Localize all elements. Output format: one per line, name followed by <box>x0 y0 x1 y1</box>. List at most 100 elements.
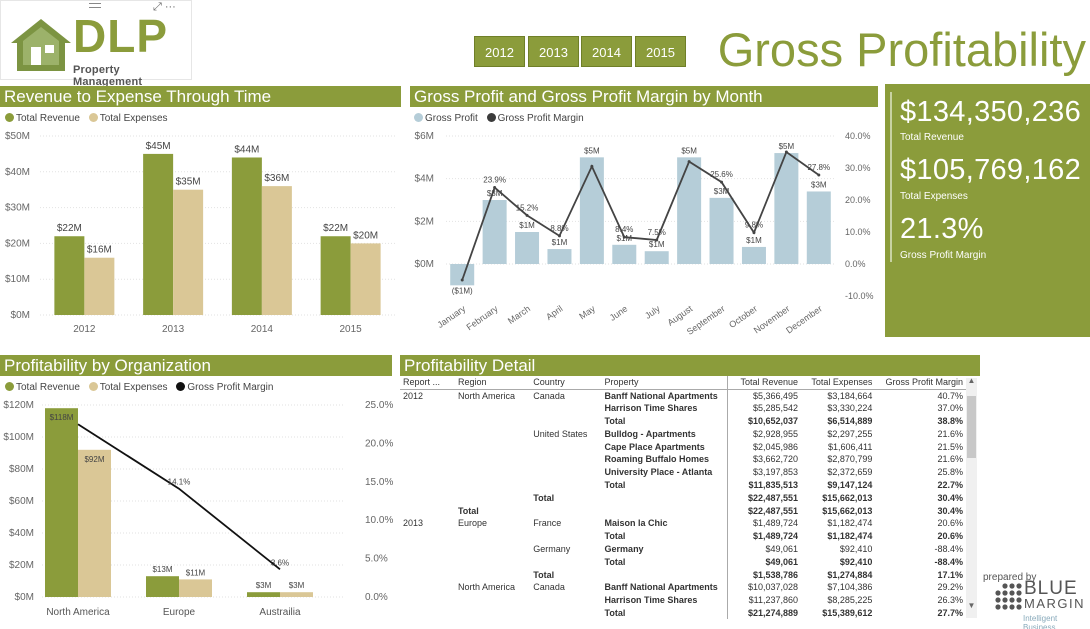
bar-gross-profit <box>547 249 572 264</box>
table-cell: $1,182,474 <box>827 531 873 542</box>
legend-item-revenue[interactable]: Total Revenue <box>5 113 80 124</box>
table-cell: Harrison Time Shares <box>601 593 729 607</box>
table-cell <box>530 504 601 517</box>
brand-dot <box>1016 590 1022 596</box>
margin-point <box>493 186 497 190</box>
column-header[interactable]: Region <box>454 376 531 390</box>
margin-data-label: 8.4% <box>615 225 633 234</box>
margin-data-label: 7.5% <box>648 228 666 237</box>
table-cell <box>400 427 455 440</box>
y-right-tick-label: 20.0% <box>365 438 393 449</box>
bar-revenue <box>146 576 179 597</box>
table-cell <box>601 491 729 505</box>
legend-item-org-margin[interactable]: Gross Profit Margin <box>176 382 273 393</box>
table-cell <box>400 581 455 594</box>
table-cell: 21.6% <box>937 454 963 465</box>
table-cell <box>530 402 601 415</box>
blue-margin-dots-icon <box>995 583 1022 610</box>
year-button-2015[interactable]: 2015 <box>635 36 686 67</box>
table-cell <box>400 530 455 543</box>
legend-item-org-revenue[interactable]: Total Revenue <box>5 382 80 393</box>
table-cell: $22,487,551 <box>747 492 799 503</box>
table-cell: 30.4% <box>937 505 963 516</box>
table-row: Cape Place Apartments $2,045,986 $1,606,41… <box>400 440 966 453</box>
detail-scroll-thumb[interactable] <box>967 396 976 458</box>
house-logo-icon <box>11 19 71 71</box>
revenue-chart-legend: Total Revenue Total Expenses <box>5 113 174 124</box>
brand-dot <box>995 597 1001 603</box>
column-header[interactable]: Country <box>530 376 602 390</box>
x-tick-label: May <box>577 303 597 321</box>
table-cell <box>455 440 530 453</box>
legend-item-gross-profit-margin[interactable]: Gross Profit Margin <box>486 113 584 124</box>
y-right-tick-label: 10.0% <box>845 227 871 237</box>
table-row: Total $11,835,513 $9,147,124 22.7% <box>400 478 966 492</box>
column-header[interactable]: Total Expenses <box>801 376 876 390</box>
y-left-tick-label: $2M <box>415 216 434 227</box>
table-cell <box>601 568 729 581</box>
legend-item-org-expenses[interactable]: Total Expenses <box>88 382 168 393</box>
legend-item-expenses[interactable]: Total Expenses <box>88 113 168 124</box>
table-row: North America Canada Banff National Apartm… <box>400 580 966 594</box>
scroll-down-icon[interactable]: ▼ <box>967 601 976 610</box>
brand-dot <box>1016 583 1022 589</box>
detail-title: Profitability Detail <box>400 355 980 376</box>
kpi-total-revenue-value: $134,350,236 <box>900 96 1081 128</box>
table-row: Total $10,652,037 $6,514,889 38.8% <box>400 414 966 428</box>
column-header[interactable]: Gross Profit Margin <box>875 376 966 390</box>
table-row: Total $49,061 $92,410 -88.4% <box>400 555 966 569</box>
revenue-expense-chart: $0M $10M $20M $30M $40M $50M $22M $16M 2012 $45M $… <box>5 131 395 335</box>
table-row: Total $1,538,786 $1,274,884 17.1% <box>400 568 966 581</box>
margin-data-label: 9.8% <box>745 221 763 230</box>
kpi-total-expenses-value: $105,769,162 <box>900 154 1081 186</box>
table-cell: $1,274,884 <box>827 569 873 580</box>
table-cell: 21.5% <box>937 441 963 452</box>
column-header[interactable]: Property <box>601 376 729 390</box>
table-cell: $15,662,013 <box>822 505 873 516</box>
year-button-2013[interactable]: 2013 <box>528 36 579 67</box>
table-cell: North America <box>457 582 515 593</box>
bar-gross-profit <box>644 251 669 264</box>
table-row: Total $22,487,551 $15,662,013 30.4% <box>400 504 966 517</box>
detail-table: Report ... Region Country Property Total Rev… <box>400 376 966 620</box>
data-label: $11M <box>186 568 206 577</box>
margin-data-label: 27.8% <box>807 163 830 172</box>
table-row: United States Bulldog - Apartments $2,928,… <box>400 427 966 441</box>
data-label: $92M <box>84 455 104 464</box>
brand-dot <box>1002 590 1008 596</box>
table-cell <box>530 453 601 466</box>
table-cell: $2,297,255 <box>827 428 873 439</box>
year-button-2014[interactable]: 2014 <box>581 36 632 67</box>
visual-toolbar[interactable]: ⤢ ··· <box>153 1 176 13</box>
bar-gross-profit <box>677 157 702 264</box>
data-label: $22M <box>323 223 348 234</box>
table-cell: $7,104,386 <box>827 582 873 593</box>
x-tick-label: December <box>784 303 824 335</box>
table-cell <box>400 504 455 517</box>
table-cell: Bulldog - Apartments <box>601 427 729 441</box>
table-cell <box>400 479 455 492</box>
gross-profit-chart-title: Gross Profit and Gross Profit Margin by … <box>410 86 878 107</box>
drag-handle[interactable] <box>89 3 101 8</box>
table-cell <box>530 466 601 479</box>
y-left-tick-label: $4M <box>415 174 434 185</box>
year-button-2012[interactable]: 2012 <box>474 36 525 67</box>
detail-scrollbar[interactable] <box>966 378 977 618</box>
column-header[interactable]: Report ... <box>400 376 455 390</box>
table-cell: $21,274,889 <box>747 607 799 618</box>
logo-subtitle: Property Management <box>73 64 143 88</box>
legend-item-gross-profit[interactable]: Gross Profit <box>414 113 478 124</box>
margin-point <box>687 160 691 164</box>
bar-gross-profit <box>579 157 604 264</box>
margin-data-label: 3.6% <box>271 558 289 567</box>
margin-point <box>752 231 756 235</box>
table-cell: 27.7% <box>937 607 963 618</box>
brand-dot <box>995 604 1001 610</box>
x-tick-label: North America <box>46 607 110 618</box>
scroll-up-icon[interactable]: ▲ <box>967 376 976 385</box>
table-cell: $1,489,724 <box>753 531 799 542</box>
bar-expenses <box>261 186 292 315</box>
bar-expenses <box>350 243 381 315</box>
column-header[interactable]: Total Revenue <box>727 376 802 390</box>
detail-table-container[interactable]: Report ... Region Country Property Total Rev… <box>400 376 980 620</box>
